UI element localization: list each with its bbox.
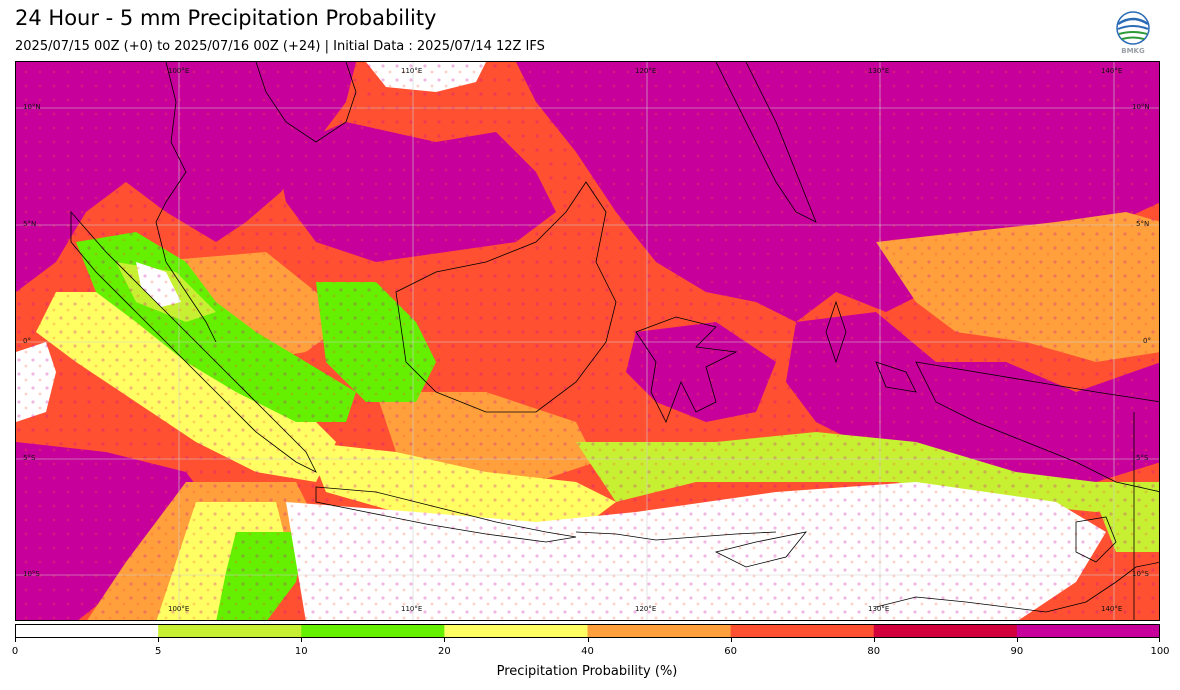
lon-tick-top-110: 110°E <box>401 67 423 75</box>
lon-tick-bottom-110: 110°E <box>401 605 423 613</box>
colorbar-tick-mark <box>301 638 303 642</box>
colorbar-ticks: 0 5 10 20 40 60 80 90 100 <box>11 638 1170 658</box>
coastlines <box>70 62 1159 620</box>
colorbar-segment-7 <box>1016 624 1160 638</box>
colorbar-segment-2 <box>301 624 445 638</box>
colorbar-tick-label: 5 <box>154 646 162 657</box>
lon-tick-bottom-130: 130°E <box>868 605 890 613</box>
lat-tick-left-10n: 10°N <box>23 103 41 111</box>
colorbar-tick-label: 100 <box>1150 646 1170 657</box>
colorbar-segment-6 <box>873 624 1018 638</box>
colorbar <box>15 624 1160 638</box>
colorbar-tick-label: 20 <box>438 646 451 657</box>
lat-tick-left-0: 0° <box>23 337 31 345</box>
svg-text:BMKG: BMKG <box>1121 47 1145 55</box>
lat-tick-left-5n: 5°N <box>23 220 37 228</box>
colorbar-tick-mark <box>587 638 589 642</box>
lon-tick-bottom-120: 120°E <box>635 605 657 613</box>
lat-tick-right-10n: 10°N <box>1132 103 1150 111</box>
colorbar-segment-3 <box>444 624 588 638</box>
lat-tick-right-5s: 5°S <box>1136 454 1149 462</box>
colorbar-tick-mark <box>158 638 160 642</box>
lon-tick-bottom-140: 140°E <box>1101 605 1123 613</box>
lon-tick-top-100: 100°E <box>168 67 190 75</box>
map-subtitle: 2025/07/15 00Z (+0) to 2025/07/16 00Z (+… <box>15 39 545 54</box>
colorbar-title: Precipitation Probability (%) <box>496 664 678 679</box>
colorbar-tick-mark <box>15 638 16 642</box>
precipitation-probability-map: 100°E 110°E 120°E 130°E 140°E 100°E 110°… <box>15 61 1160 621</box>
colorbar-tick-label: 60 <box>724 646 737 657</box>
field-texture <box>16 62 1159 620</box>
lat-tick-left-5s: 5°S <box>23 454 36 462</box>
lat-tick-left-10s: 10°S <box>23 570 40 578</box>
colorbar-tick-label: 40 <box>581 646 594 657</box>
lon-tick-top-130: 130°E <box>868 67 890 75</box>
map-gridlines <box>16 62 1159 620</box>
lat-tick-right-0: 0° <box>1143 337 1151 345</box>
lon-tick-bottom-100: 100°E <box>168 605 190 613</box>
lon-tick-top-140: 140°E <box>1101 67 1123 75</box>
lat-tick-right-10s: 10°S <box>1132 570 1149 578</box>
colorbar-segment-1 <box>158 624 302 638</box>
lon-tick-top-120: 120°E <box>635 67 657 75</box>
colorbar-segment-0 <box>15 624 159 638</box>
colorbar-tick-mark <box>1016 638 1018 642</box>
colorbar-tick-mark <box>730 638 732 642</box>
colorbar-tick-mark <box>873 638 875 642</box>
colorbar-outline <box>15 624 1160 638</box>
colorbar-tick-label: 90 <box>1010 646 1024 657</box>
colorbar-tick-label: 0 <box>11 646 19 657</box>
map-canvas <box>16 62 1159 620</box>
colorbar-segment-5 <box>730 624 875 638</box>
colorbar-tick-mark <box>1159 638 1160 642</box>
lat-tick-right-5n: 5°N <box>1136 220 1150 228</box>
colorbar-tick-label: 80 <box>867 646 881 657</box>
colorbar-tick-label: 10 <box>294 646 308 657</box>
colorbar-segment-4 <box>587 624 732 638</box>
map-title: 24 Hour - 5 mm Precipitation Probability <box>15 6 437 30</box>
colorbar-tick-mark <box>444 638 446 642</box>
bmkg-logo: BMKG <box>1114 11 1152 55</box>
